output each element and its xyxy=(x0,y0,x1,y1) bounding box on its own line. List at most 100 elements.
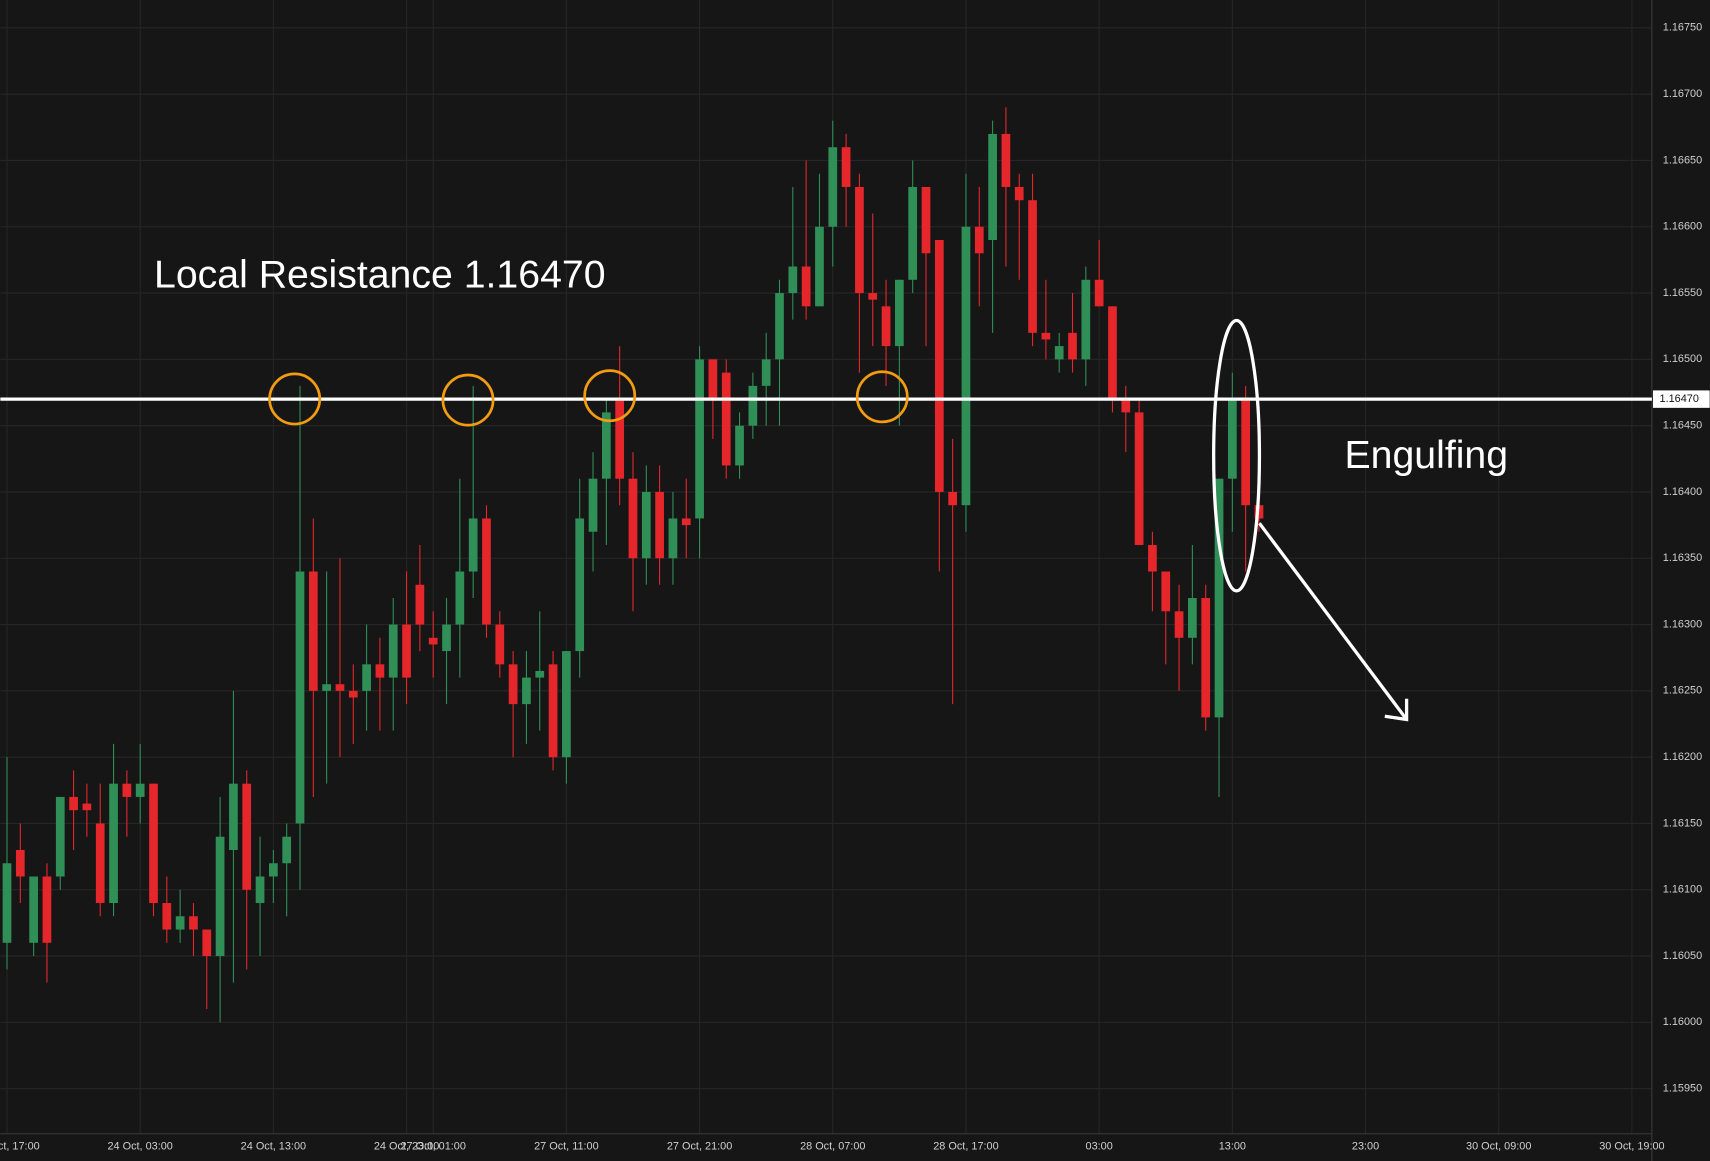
candle-body xyxy=(415,584,425,625)
annotation: Engulfing xyxy=(1344,433,1508,477)
candle-body xyxy=(895,279,904,347)
candle-body xyxy=(761,359,771,386)
candle-body xyxy=(1161,571,1171,612)
candle-body xyxy=(788,266,798,294)
candle-body xyxy=(1174,611,1184,638)
y-tick-label: 1.15950 xyxy=(1663,1083,1702,1095)
candle-body xyxy=(1054,346,1064,360)
x-tick-label: 27 Oct, 01:00 xyxy=(401,1141,466,1153)
y-tick-label: 1.16100 xyxy=(1663,884,1702,896)
candle-body xyxy=(455,571,465,625)
candle-body xyxy=(69,796,78,811)
annotations: Local Resistance 1.16470 Engulfing xyxy=(154,252,1508,722)
x-tick-label: 23 Oct, 17:00 xyxy=(0,1141,40,1153)
y-tick-label: 1.16150 xyxy=(1663,817,1702,829)
candle-body xyxy=(1068,332,1077,360)
y-tick-label: 1.16650 xyxy=(1663,154,1702,166)
x-tick-label: 28 Oct, 07:00 xyxy=(800,1141,865,1153)
x-tick-label: 28 Oct, 17:00 xyxy=(933,1141,998,1153)
candle-body xyxy=(135,783,145,797)
touch-circle xyxy=(268,372,322,426)
candle-body xyxy=(815,226,824,307)
candle-body xyxy=(255,876,265,904)
candle-body xyxy=(442,624,451,652)
candle-body xyxy=(402,624,411,678)
candles xyxy=(2,107,1264,1023)
candle-body xyxy=(868,293,878,300)
candle-body xyxy=(988,133,997,241)
x-tick-label: 27 Oct, 11:00 xyxy=(534,1141,599,1153)
candle-body xyxy=(721,372,731,466)
candle-body xyxy=(149,783,158,904)
candle-body xyxy=(641,491,651,559)
candle-body xyxy=(601,412,611,479)
candle-body xyxy=(242,783,252,890)
candle-body xyxy=(668,518,678,559)
candle-body xyxy=(15,849,25,877)
candle-body xyxy=(162,903,172,930)
candle-body xyxy=(961,226,971,506)
candle-body xyxy=(1041,332,1051,340)
candle-body xyxy=(1148,544,1157,572)
candle-body xyxy=(1014,186,1024,201)
candle-body xyxy=(202,929,212,957)
candle-body xyxy=(282,836,292,864)
candle-body xyxy=(681,518,691,526)
x-tick-label: 30 Oct, 09:00 xyxy=(1466,1141,1531,1153)
x-tick-label: 03:00 xyxy=(1086,1141,1113,1153)
arrow-shaft xyxy=(1258,522,1408,721)
candle-body xyxy=(1214,478,1224,718)
annotation: Local Resistance 1.16470 xyxy=(154,252,606,296)
candle-body xyxy=(748,385,758,426)
candle-body xyxy=(362,664,371,691)
candle-body xyxy=(29,876,38,943)
x-tick-label: 24 Oct, 03:00 xyxy=(107,1141,172,1153)
candle-body xyxy=(708,359,718,400)
x-tick-label: 23:00 xyxy=(1352,1141,1379,1153)
candle-body xyxy=(1081,279,1091,360)
candle-body xyxy=(335,684,345,691)
candle-body xyxy=(308,571,318,691)
x-tick-label: 24 Oct, 13:00 xyxy=(241,1141,306,1153)
y-tick-label: 1.16250 xyxy=(1663,685,1702,697)
resistance-tag xyxy=(1652,390,1710,408)
candle-body xyxy=(548,664,558,758)
candle-body xyxy=(189,916,198,930)
candle-body xyxy=(1121,399,1131,413)
candle-body xyxy=(109,783,118,904)
candle-body xyxy=(655,491,664,559)
y-tick-label: 1.16050 xyxy=(1663,950,1702,962)
candle-body xyxy=(55,796,65,877)
candle-body xyxy=(495,624,505,665)
grid xyxy=(0,0,1652,1134)
engulfing-ellipse xyxy=(1212,318,1262,593)
candle-body xyxy=(615,399,625,479)
candle-body xyxy=(801,266,811,307)
x-tick-label: 27 Oct, 21:00 xyxy=(667,1141,732,1153)
candle-body xyxy=(295,571,305,824)
candle-body xyxy=(1201,598,1211,718)
candle-body xyxy=(1227,399,1237,479)
candle-body xyxy=(522,677,531,705)
candle-body xyxy=(122,783,132,797)
candle-body xyxy=(82,803,92,811)
y-tick-label: 1.16750 xyxy=(1663,22,1702,34)
y-tick-label: 1.16350 xyxy=(1663,552,1702,564)
candle-body xyxy=(1241,399,1251,506)
candle-body xyxy=(1001,133,1011,187)
x-tick-label: 24 Oct, 23:00 xyxy=(374,1141,439,1153)
candle-body xyxy=(908,186,918,280)
y-tick-label: 1.16450 xyxy=(1663,420,1702,432)
candle-body xyxy=(508,664,518,705)
candle-body xyxy=(95,823,105,904)
candle-body xyxy=(348,690,358,698)
candle-body xyxy=(175,916,185,930)
candle-body xyxy=(42,876,52,943)
candle-body xyxy=(229,783,238,850)
touch-circle xyxy=(583,369,637,423)
candle-body xyxy=(948,491,958,506)
candle-body xyxy=(735,425,744,466)
resistance-label: 1.16470 xyxy=(1660,393,1699,405)
y-tick-label: 1.16000 xyxy=(1663,1016,1702,1028)
